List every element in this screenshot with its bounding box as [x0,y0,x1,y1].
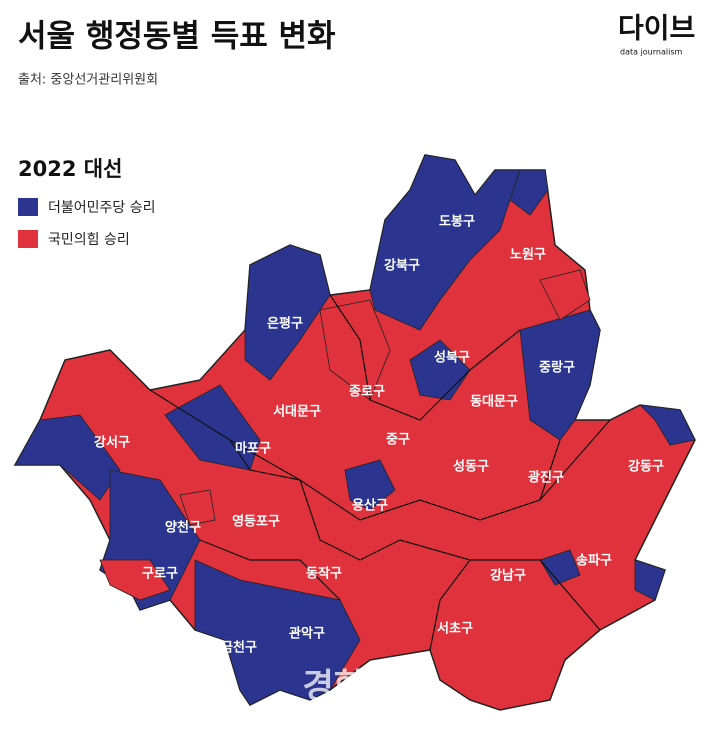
district-boundary [299,479,601,631]
district-label: 중구 [386,433,410,448]
source: 출처: 중앙선거관리위원회 [18,73,158,88]
district-label: 동대문구 [470,395,518,410]
district-label: 강서구 [94,435,130,451]
district-label: 마포구 [235,441,271,457]
region-blue [344,459,396,511]
logo: 다이브 [618,12,695,45]
legend-label: 국민의힘 승리 [48,232,130,248]
district-label: 용산구 [352,498,388,514]
region-blue [634,559,666,601]
district-label: 광진구 [528,470,564,486]
region-blue [194,559,361,706]
district-label: 중랑구 [539,361,575,376]
region-red [99,559,171,601]
region-blue [539,549,581,586]
region-blue [509,169,549,216]
region-red [179,489,216,526]
district-label: 관악구 [289,626,325,642]
watermark: 경향신문 [302,667,427,707]
seoul-map [13,154,696,711]
district-label: 강동구 [628,459,664,475]
district-label: 강북구 [384,258,420,274]
district-label: 양천구 [165,521,201,536]
region-red [539,269,591,321]
district-label: 은평구 [267,316,303,332]
district-boundary [429,559,471,651]
district-boundary [539,439,561,501]
legend-label: 더불어민주당 승리 [48,200,156,216]
district-label: 성동구 [453,460,489,475]
region-blue [638,404,696,446]
district-label: 성북구 [434,351,470,366]
region-red [319,299,391,401]
district-label: 금천구 [221,641,257,656]
district-boundary [149,389,611,521]
legend-swatch [18,230,38,248]
district-boundary [329,294,521,421]
district-label: 강남구 [490,568,526,584]
district-boundary [199,539,341,601]
district-label: 도봉구 [439,215,475,230]
district-label: 종로구 [349,385,385,400]
district-boundary [229,439,301,481]
title: 서울 행정동별 득표 변화 [18,19,336,55]
district-label: 서초구 [437,622,473,637]
legend-swatch [18,198,38,216]
subtitle: 2022 대선 [18,157,122,181]
region-blue [14,414,121,501]
region-blue [519,309,601,441]
district-label: 구로구 [142,567,178,582]
district-label: 노원구 [510,248,546,263]
district-label: 동작구 [306,566,342,582]
logo-sub: data journalism [620,48,682,57]
district-label: 송파구 [576,554,612,569]
district-label: 서대문구 [273,405,321,420]
district-label: 영등포구 [232,515,280,530]
